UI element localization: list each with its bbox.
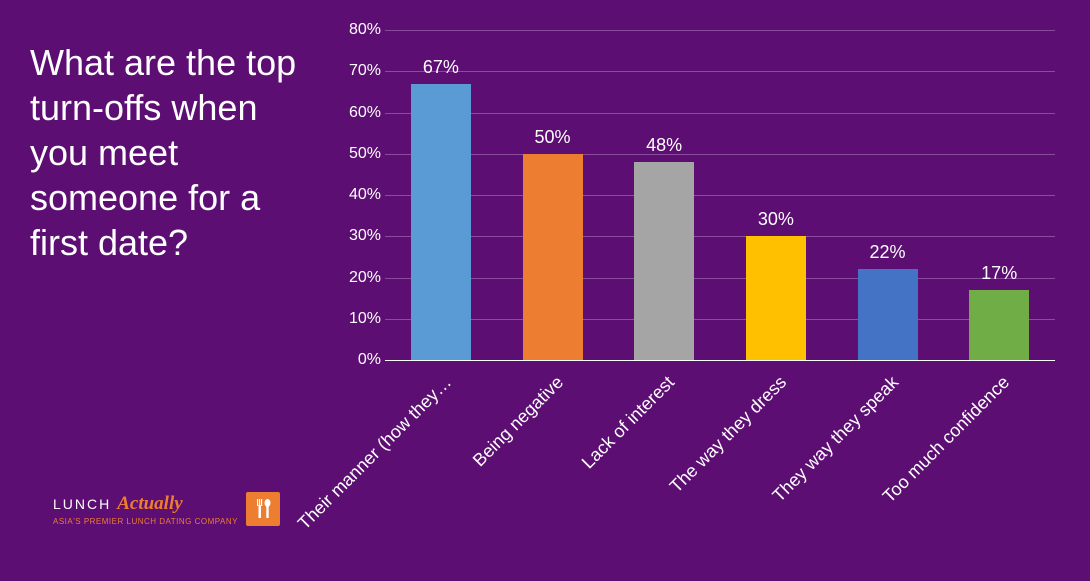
chart-y-tick: 70% <box>331 62 381 80</box>
chart-x-labels: Their manner (how they…Being negativeLac… <box>385 360 1055 540</box>
chart-bar-slot: 22% <box>832 30 944 360</box>
chart-bar-value: 67% <box>423 57 459 78</box>
brand-logo: LUNCH Actually ASIA'S PREMIER LUNCH DATI… <box>53 492 280 526</box>
chart-bar-value: 48% <box>646 135 682 156</box>
chart-y-tick: 30% <box>331 227 381 245</box>
chart-y-tick: 60% <box>331 104 381 122</box>
brand-tagline: ASIA'S PREMIER LUNCH DATING COMPANY <box>53 517 238 526</box>
chart-bar: 30% <box>746 236 806 360</box>
chart-bar-value: 22% <box>870 242 906 263</box>
chart-y-tick: 10% <box>331 310 381 328</box>
chart-bar: 50% <box>523 154 583 360</box>
chart-bar-value: 50% <box>534 127 570 148</box>
brand-logo-line1: LUNCH Actually <box>53 493 238 515</box>
brand-word-lunch: LUNCH <box>53 496 111 512</box>
chart-x-label-slot: Too much confidence <box>943 360 1055 540</box>
chart-bar: 17% <box>969 290 1029 360</box>
chart-y-tick: 80% <box>331 21 381 39</box>
chart-bar-slot: 30% <box>720 30 832 360</box>
chart-bar: 22% <box>858 269 918 360</box>
brand-badge <box>246 492 280 526</box>
brand-logo-text: LUNCH Actually ASIA'S PREMIER LUNCH DATI… <box>53 493 238 526</box>
chart-x-label: Their manner (how they… <box>294 372 456 534</box>
infographic-canvas: What are the top turn-offs when you meet… <box>0 0 1090 581</box>
fork-spoon-icon <box>253 497 273 521</box>
headline-question: What are the top turn-offs when you meet… <box>30 40 305 265</box>
chart-y-tick: 50% <box>331 145 381 163</box>
chart-y-tick: 0% <box>331 351 381 369</box>
chart-bar-value: 30% <box>758 209 794 230</box>
chart-y-tick: 20% <box>331 269 381 287</box>
chart-bar-slot: 17% <box>943 30 1055 360</box>
chart-bar-slot: 48% <box>608 30 720 360</box>
chart-y-tick: 40% <box>331 186 381 204</box>
bar-chart: 67% 50% 48% 30% 22% 17% Their manner (how the… <box>330 30 1065 540</box>
brand-word-actually: Actually <box>117 493 182 515</box>
chart-bar-slot: 67% <box>385 30 497 360</box>
chart-bar-value: 17% <box>981 263 1017 284</box>
chart-bar-slot: 50% <box>497 30 609 360</box>
chart-bars: 67% 50% 48% 30% 22% 17% <box>385 30 1055 360</box>
chart-bar: 48% <box>634 162 694 360</box>
chart-bar: 67% <box>411 84 471 360</box>
